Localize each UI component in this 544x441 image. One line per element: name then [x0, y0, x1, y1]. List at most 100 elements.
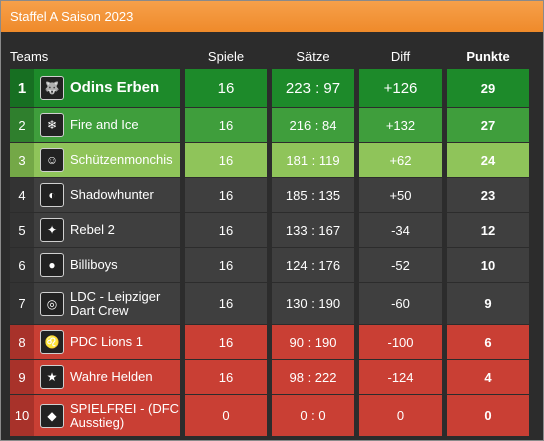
saetze-cell: 0 : 0 [272, 395, 354, 436]
spiele-cell: 16 [185, 325, 267, 359]
team-name[interactable]: PDC Lions 1 [70, 334, 143, 349]
shadowhunter-logo-icon: ◐ [40, 183, 64, 207]
spiele-cell: 16 [185, 283, 267, 324]
ldc-logo-icon: ◎ [40, 291, 64, 316]
table-row[interactable]: 8 ♌ PDC Lions 1 16 90 : 190 -100 6 [10, 325, 534, 359]
rebel-logo-icon: ✦ [40, 218, 64, 242]
team-cell[interactable]: ◎ LDC - Leipziger Dart Crew [34, 283, 180, 324]
diff-cell: 0 [359, 395, 442, 436]
team-name[interactable]: Odins Erben [70, 79, 160, 96]
spiele-cell: 16 [185, 178, 267, 212]
diff-cell: -52 [359, 248, 442, 282]
diff-cell: -124 [359, 360, 442, 394]
table-header: Teams Spiele Sätze Diff Punkte [10, 44, 534, 68]
rank-cell: 2 [10, 108, 34, 142]
diff-cell: +126 [359, 69, 442, 107]
standings-table: Teams Spiele Sätze Diff Punkte 1 🐺 Odins E… [10, 44, 534, 437]
saetze-cell: 185 : 135 [272, 178, 354, 212]
wolf-logo-icon: 🐺 [40, 76, 64, 100]
table-row[interactable]: 3 ☺ Schützenmonchis 16 181 : 119 +62 24 [10, 143, 534, 177]
team-name[interactable]: Wahre Helden [70, 369, 153, 384]
table-row[interactable]: 1 🐺 Odins Erben 16 223 : 97 +126 29 [10, 69, 534, 107]
rank-cell: 9 [10, 360, 34, 394]
team-name[interactable]: Billiboys [70, 257, 118, 272]
rank-cell: 10 [10, 395, 34, 436]
punkte-cell: 10 [447, 248, 529, 282]
spiele-cell: 16 [185, 143, 267, 177]
header-spiele: Spiele [207, 48, 245, 64]
rank-cell: 4 [10, 178, 34, 212]
team-cell[interactable]: ◐ Shadowhunter [34, 178, 180, 212]
spiele-cell: 16 [185, 213, 267, 247]
fire-ice-logo-icon: ❄ [40, 113, 64, 137]
diff-cell: -100 [359, 325, 442, 359]
table-row[interactable]: 4 ◐ Shadowhunter 16 185 : 135 +50 23 [10, 178, 534, 212]
punkte-cell: 29 [447, 69, 529, 107]
table-row[interactable]: 9 ★ Wahre Helden 16 98 : 222 -124 4 [10, 360, 534, 394]
saetze-cell: 223 : 97 [272, 69, 354, 107]
rank-cell: 1 [10, 69, 34, 107]
diff-cell: +62 [359, 143, 442, 177]
header-teams: Teams [10, 48, 49, 64]
monk-logo-icon: ☺ [40, 148, 64, 172]
team-name[interactable]: SPIELFREI - (DFC Ausstieg) [70, 400, 180, 430]
team-cell[interactable]: 🐺 Odins Erben [34, 69, 180, 107]
punkte-cell: 12 [447, 213, 529, 247]
punkte-cell: 24 [447, 143, 529, 177]
rank-cell: 3 [10, 143, 34, 177]
panel-title: Staffel A Saison 2023 [1, 1, 543, 32]
header-punkte: Punkte [466, 48, 510, 64]
spiele-cell: 16 [185, 108, 267, 142]
team-name[interactable]: Schützenmonchis [70, 152, 173, 167]
spiele-cell: 16 [185, 69, 267, 107]
team-cell[interactable]: ★ Wahre Helden [34, 360, 180, 394]
table-body: 1 🐺 Odins Erben 16 223 : 97 +126 29 2 ❄ Fire and … [10, 69, 534, 436]
table-row[interactable]: 6 ● Billiboys 16 124 : 176 -52 10 [10, 248, 534, 282]
diff-cell: -34 [359, 213, 442, 247]
table-row[interactable]: 7 ◎ LDC - Leipziger Dart Crew 16 130 : 190 -6… [10, 283, 534, 324]
saetze-cell: 130 : 190 [272, 283, 354, 324]
saetze-cell: 181 : 119 [272, 143, 354, 177]
punkte-cell: 23 [447, 178, 529, 212]
table-row[interactable]: 2 ❄ Fire and Ice 16 216 : 84 +132 27 [10, 108, 534, 142]
team-name[interactable]: Rebel 2 [70, 222, 115, 237]
spiele-cell: 16 [185, 360, 267, 394]
saetze-cell: 98 : 222 [272, 360, 354, 394]
helden-logo-icon: ★ [40, 365, 64, 389]
diff-cell: +50 [359, 178, 442, 212]
punkte-cell: 0 [447, 395, 529, 436]
saetze-cell: 133 : 167 [272, 213, 354, 247]
table-row[interactable]: 5 ✦ Rebel 2 16 133 : 167 -34 12 [10, 213, 534, 247]
rank-cell: 7 [10, 283, 34, 324]
spiele-cell: 0 [185, 395, 267, 436]
diff-cell: -60 [359, 283, 442, 324]
lion-logo-icon: ♌ [40, 330, 64, 354]
team-cell[interactable]: ✦ Rebel 2 [34, 213, 180, 247]
punkte-cell: 6 [447, 325, 529, 359]
team-name[interactable]: LDC - Leipziger Dart Crew [70, 288, 161, 318]
team-name[interactable]: Fire and Ice [70, 117, 139, 132]
saetze-cell: 124 : 176 [272, 248, 354, 282]
team-cell[interactable]: ☺ Schützenmonchis [34, 143, 180, 177]
header-saetze: Sätze [296, 48, 330, 64]
saetze-cell: 90 : 190 [272, 325, 354, 359]
punkte-cell: 9 [447, 283, 529, 324]
saetze-cell: 216 : 84 [272, 108, 354, 142]
punkte-cell: 27 [447, 108, 529, 142]
spiele-cell: 16 [185, 248, 267, 282]
rank-cell: 5 [10, 213, 34, 247]
team-cell[interactable]: ♌ PDC Lions 1 [34, 325, 180, 359]
diff-cell: +132 [359, 108, 442, 142]
team-cell[interactable]: ● Billiboys [34, 248, 180, 282]
dfc-logo-icon: ◆ [40, 403, 64, 428]
billiboys-logo-icon: ● [40, 253, 64, 277]
team-cell[interactable]: ◆ SPIELFREI - (DFC Ausstieg) [34, 395, 180, 436]
rank-cell: 8 [10, 325, 34, 359]
team-name[interactable]: Shadowhunter [70, 187, 154, 202]
team-cell[interactable]: ❄ Fire and Ice [34, 108, 180, 142]
rank-cell: 6 [10, 248, 34, 282]
header-diff: Diff [390, 48, 411, 64]
punkte-cell: 4 [447, 360, 529, 394]
